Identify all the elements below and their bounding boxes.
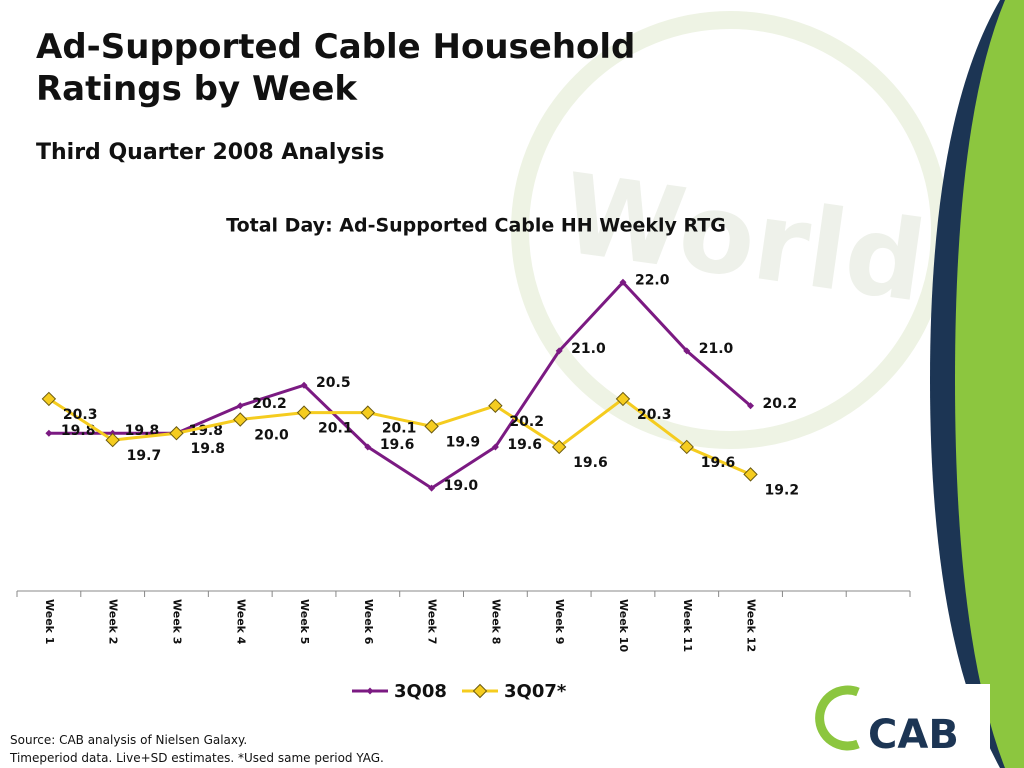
data-label: 19.0 [444,478,479,494]
data-label: 20.5 [316,375,351,391]
data-label: 20.2 [509,414,544,430]
watermark: World [555,149,933,326]
data-label: 20.1 [382,421,417,437]
data-label: 20.3 [63,407,98,423]
x-tick-label: Week 4 [234,599,247,645]
x-tick-label: Week 8 [489,599,502,644]
data-label: 19.7 [127,448,162,464]
x-tick-label: Week 3 [170,599,183,644]
data-label: 19.2 [765,482,800,498]
data-label: 19.6 [507,437,542,453]
legend-marker [472,683,488,699]
data-label: 20.2 [252,396,287,412]
data-label: 19.6 [380,437,415,453]
x-tick-label: Week 6 [362,599,375,645]
logo-text: CAB [868,712,959,758]
marker [300,381,308,389]
data-label: 19.8 [188,423,223,439]
data-label: 20.2 [763,396,798,412]
data-label: 19.8 [61,423,96,439]
slide-subtitle: Third Quarter 2008 Analysis [36,140,385,165]
data-label: 19.6 [701,455,736,471]
marker [747,402,755,410]
marker [296,405,312,420]
marker [169,426,184,441]
footer-line: Timeperiod data. Live+SD estimates. *Use… [10,751,384,765]
series-line [48,397,752,476]
marker [45,429,53,437]
marker [679,439,694,455]
slide-title: Ad-Supported Cable Household Ratings by … [36,27,636,109]
legend-marker [366,687,374,695]
x-tick-label: Week 12 [745,599,758,652]
legend-label: 3Q07* [504,681,567,702]
marker [619,278,627,286]
footer-line: Source: CAB analysis of Nielsen Galaxy. [10,733,248,747]
marker [743,467,758,482]
x-tick-label: Week 10 [617,599,630,652]
marker [615,391,631,407]
marker [360,405,376,420]
data-label: 19.6 [573,455,608,471]
marker [233,412,248,427]
chart-title: Total Day: Ad-Supported Cable HH Weekly … [226,215,726,237]
marker [555,347,563,355]
data-label: 20.0 [254,428,289,444]
marker [424,419,439,434]
marker [488,398,503,413]
data-label: 21.0 [571,341,606,357]
legend-label: 3Q08 [394,681,447,702]
marker [428,484,436,492]
background-decoration: World CAB [511,0,1024,768]
data-label: 19.8 [190,441,225,457]
x-tick-label: Week 2 [107,599,120,644]
marker [683,347,691,355]
marker [236,402,244,410]
marker [105,432,120,448]
green-curve [955,0,1024,768]
x-tick-label: Week 1 [43,599,56,644]
data-label: 21.0 [699,341,734,357]
data-label: 20.1 [318,421,353,437]
marker [491,443,499,451]
x-tick-label: Week 9 [553,599,566,644]
data-label: 19.9 [446,434,481,450]
x-tick-label: Week 7 [426,599,439,644]
marker [41,391,57,407]
data-label: 20.3 [637,407,672,423]
x-tick-label: Week 5 [298,599,311,644]
marker [551,439,567,455]
marker [364,443,372,451]
x-tick-label: Week 11 [681,599,694,652]
logo-arc [815,685,860,751]
footer: Source: CAB analysis of Nielsen Galaxy. … [10,731,384,767]
data-label: 22.0 [635,272,670,288]
